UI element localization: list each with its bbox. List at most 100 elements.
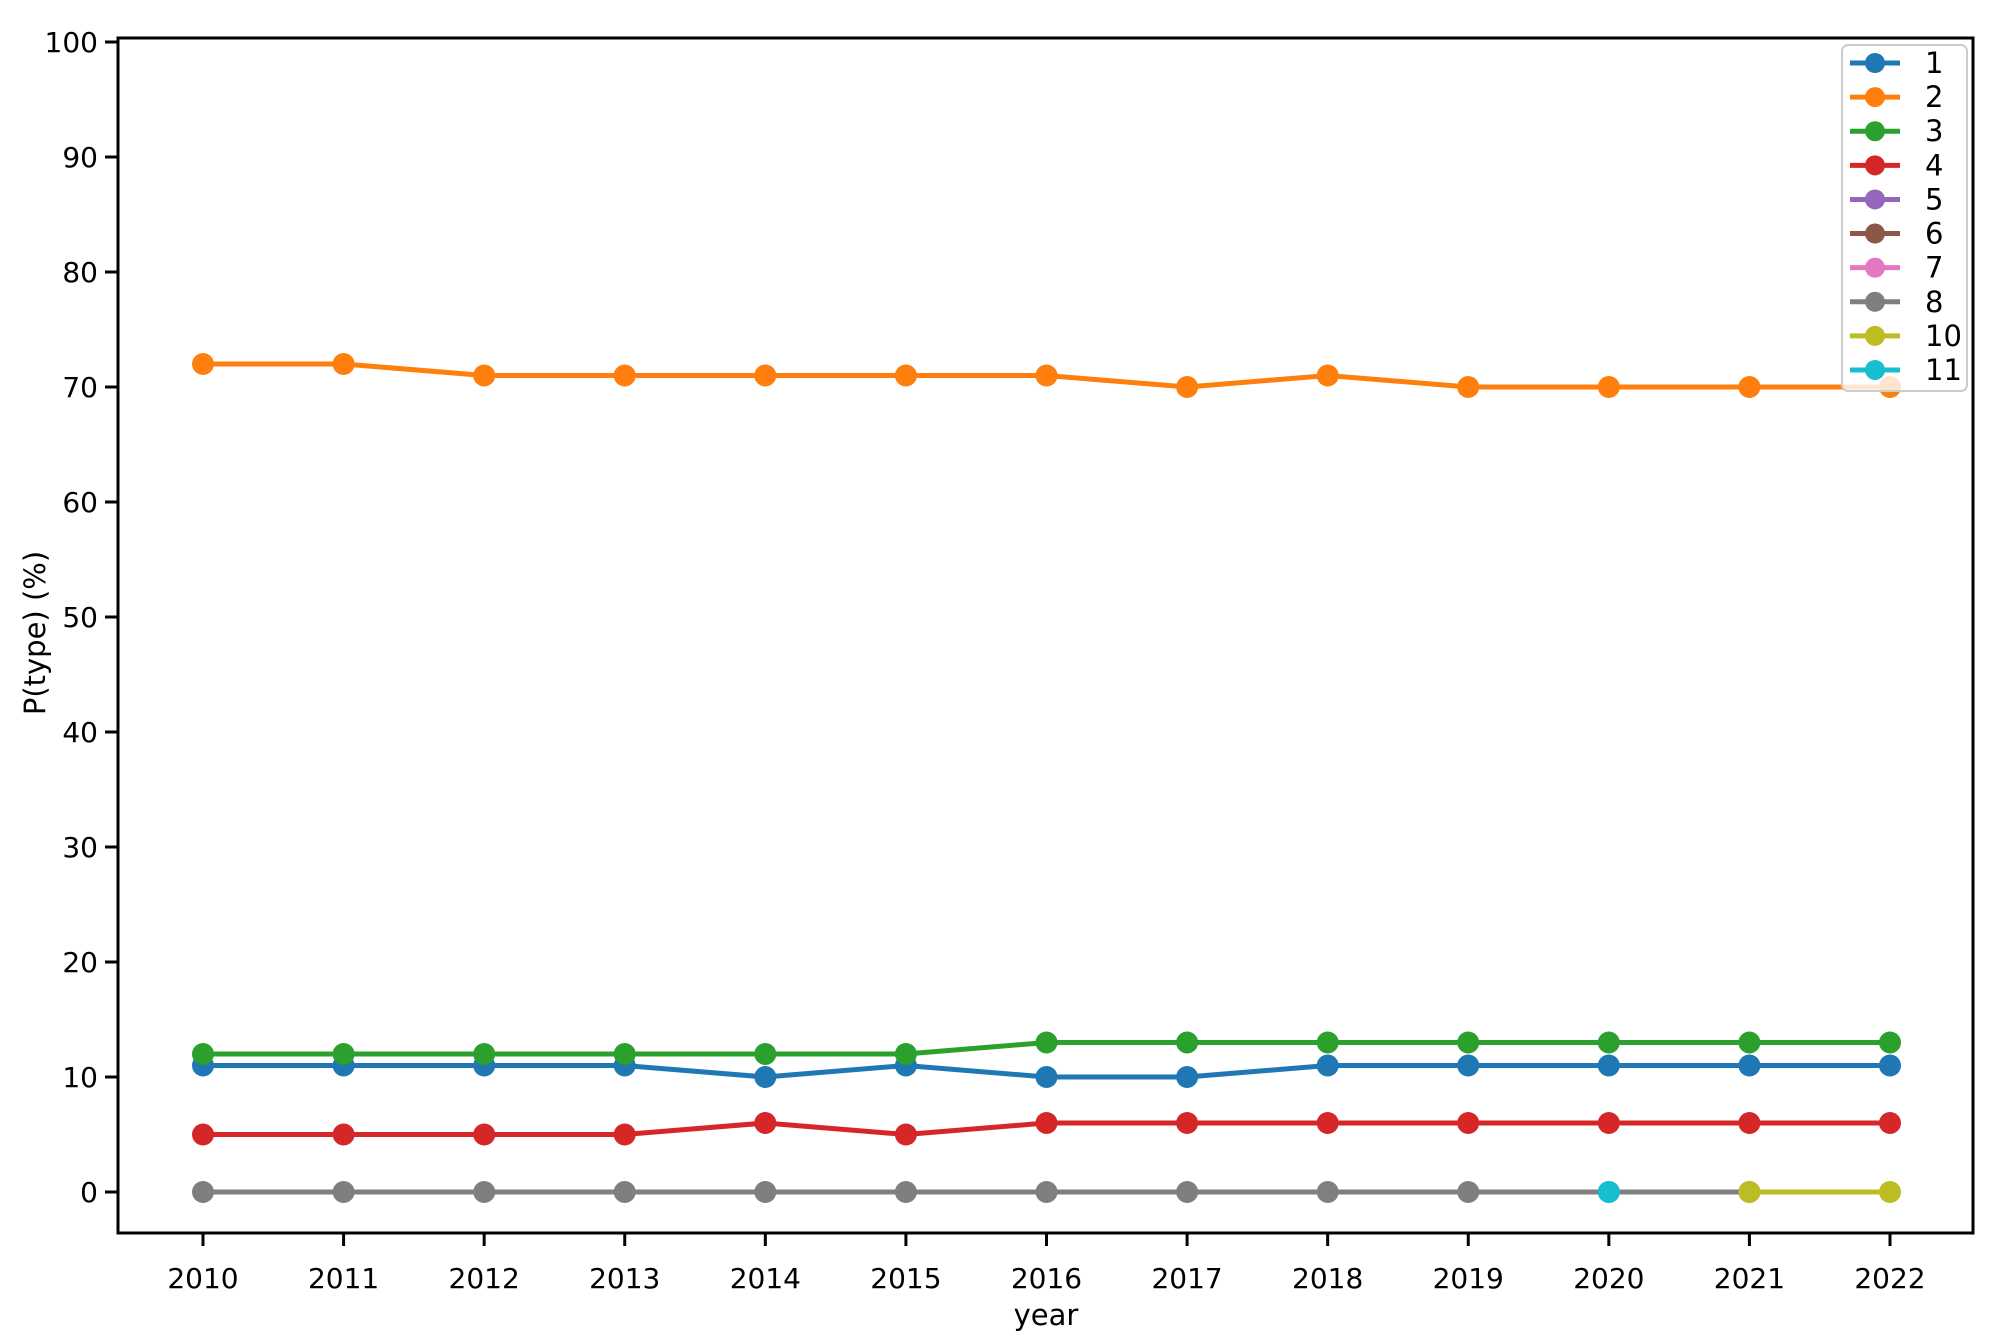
data-point bbox=[1597, 1054, 1620, 1077]
legend-marker bbox=[1865, 291, 1885, 312]
data-point bbox=[1176, 1181, 1199, 1203]
x-tick-label: 2012 bbox=[449, 1262, 520, 1295]
legend-marker bbox=[1865, 155, 1885, 176]
y-axis: 0 10 20 30 40 50 60 70 80 90 100 bbox=[45, 26, 118, 1209]
data-point bbox=[754, 1066, 777, 1088]
y-tick-label: 0 bbox=[80, 1176, 98, 1209]
data-point bbox=[473, 364, 496, 387]
data-point bbox=[192, 1043, 214, 1065]
x-tick-label: 2018 bbox=[1292, 1262, 1363, 1295]
data-point bbox=[1738, 1054, 1761, 1077]
legend-marker bbox=[1865, 223, 1885, 244]
series-2 bbox=[192, 353, 1901, 398]
data-point bbox=[1457, 1112, 1480, 1134]
data-point bbox=[1457, 376, 1480, 398]
data-point bbox=[1738, 376, 1761, 398]
data-point bbox=[332, 1181, 355, 1203]
data-point bbox=[1035, 364, 1058, 387]
x-tick-label: 2010 bbox=[167, 1262, 238, 1295]
y-tick-label: 40 bbox=[62, 716, 98, 749]
series-4 bbox=[192, 1112, 1901, 1146]
y-tick-label: 20 bbox=[62, 946, 98, 979]
legend-marker bbox=[1865, 257, 1885, 278]
data-point bbox=[1176, 1112, 1199, 1134]
legend-marker bbox=[1865, 359, 1885, 380]
data-point bbox=[1316, 1031, 1339, 1054]
x-tick-label: 2020 bbox=[1573, 1262, 1644, 1295]
series-11 bbox=[1597, 1181, 1620, 1203]
data-point bbox=[894, 1043, 917, 1065]
legend-label: 10 bbox=[1925, 319, 1962, 353]
data-point bbox=[1035, 1112, 1058, 1134]
data-point bbox=[1879, 1112, 1901, 1134]
data-point bbox=[1316, 1181, 1339, 1203]
legend-label: 5 bbox=[1925, 182, 1943, 216]
x-tick-label: 2013 bbox=[589, 1262, 660, 1295]
data-point bbox=[613, 364, 636, 387]
legend-marker bbox=[1865, 325, 1885, 346]
legend-label: 6 bbox=[1925, 217, 1943, 251]
y-tick-label: 30 bbox=[62, 831, 98, 864]
legend-entry-5: 5 bbox=[1850, 182, 1943, 216]
legend-entry-7: 7 bbox=[1850, 251, 1943, 285]
data-point bbox=[1597, 376, 1620, 398]
series-8 bbox=[192, 1181, 1761, 1203]
y-tick-label: 10 bbox=[62, 1061, 98, 1094]
data-point bbox=[1316, 1054, 1339, 1077]
series-1 bbox=[192, 1054, 1901, 1088]
x-tick-label: 2022 bbox=[1854, 1262, 1925, 1295]
legend-entry-11: 11 bbox=[1850, 353, 1962, 387]
data-point bbox=[894, 1123, 917, 1146]
y-tick-label: 90 bbox=[62, 141, 98, 174]
data-point bbox=[473, 1123, 496, 1146]
legend-entry-1: 1 bbox=[1850, 46, 1943, 80]
data-point bbox=[1457, 1054, 1480, 1077]
data-point bbox=[754, 1181, 777, 1203]
legend-label: 7 bbox=[1925, 251, 1943, 285]
data-point bbox=[1738, 1031, 1761, 1054]
legend-entry-2: 2 bbox=[1850, 80, 1943, 114]
data-point bbox=[473, 1181, 496, 1203]
data-point bbox=[1316, 364, 1339, 387]
data-point bbox=[1176, 1066, 1199, 1088]
legend-label: 2 bbox=[1925, 80, 1943, 114]
y-tick-label: 100 bbox=[45, 26, 98, 59]
y-axis-label: P(type) (%) bbox=[18, 550, 52, 716]
legend-label: 1 bbox=[1925, 46, 1943, 80]
data-point bbox=[1035, 1181, 1058, 1203]
legend-entry-8: 8 bbox=[1850, 285, 1943, 319]
data-point bbox=[1176, 1031, 1199, 1054]
data-point bbox=[1597, 1181, 1620, 1203]
series-3 bbox=[192, 1031, 1901, 1065]
x-axis-label: year bbox=[1013, 1298, 1079, 1332]
x-tick-label: 2019 bbox=[1433, 1262, 1504, 1295]
legend-label: 3 bbox=[1925, 114, 1943, 148]
data-point bbox=[1457, 1181, 1480, 1203]
data-point bbox=[1035, 1066, 1058, 1088]
data-point bbox=[613, 1181, 636, 1203]
data-point bbox=[613, 1123, 636, 1146]
data-point bbox=[754, 1112, 777, 1134]
data-point bbox=[473, 1043, 496, 1065]
legend-marker bbox=[1865, 53, 1885, 73]
data-point bbox=[192, 1123, 214, 1146]
data-point bbox=[332, 1043, 355, 1065]
legend-label: 4 bbox=[1925, 148, 1943, 182]
x-axis: 2010 2011 2012 2013 2014 2015 2016 2017 2018 2019… bbox=[167, 1233, 1926, 1295]
data-point bbox=[332, 1123, 355, 1146]
x-tick-label: 2016 bbox=[1011, 1262, 1082, 1295]
legend-entry-10: 10 bbox=[1850, 319, 1962, 353]
legend-entry-6: 6 bbox=[1850, 217, 1943, 251]
data-point bbox=[613, 1043, 636, 1065]
legend-entry-3: 3 bbox=[1850, 114, 1943, 148]
legend-marker bbox=[1865, 121, 1885, 142]
legend-label: 8 bbox=[1925, 285, 1943, 319]
legend-label: 11 bbox=[1925, 353, 1962, 387]
data-point bbox=[192, 353, 214, 375]
y-tick-label: 80 bbox=[62, 256, 98, 289]
data-point bbox=[1176, 376, 1199, 398]
data-point bbox=[1035, 1031, 1058, 1054]
